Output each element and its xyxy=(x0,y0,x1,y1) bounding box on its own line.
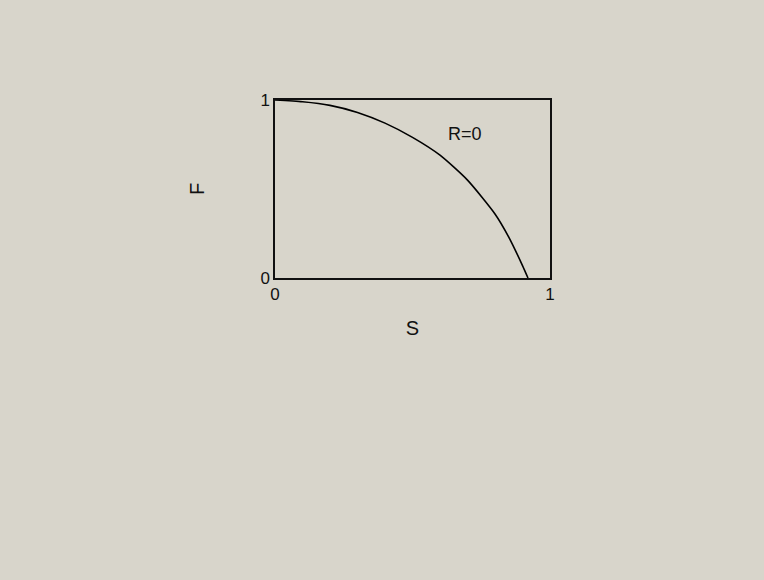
svg-text:1: 1 xyxy=(545,285,554,304)
svg-text:F: F xyxy=(186,183,208,195)
svg-text:0: 0 xyxy=(261,269,270,288)
svg-text:1: 1 xyxy=(261,91,270,110)
svg-text:R=0: R=0 xyxy=(448,124,482,144)
svg-text:S: S xyxy=(406,317,419,339)
svg-text:0: 0 xyxy=(270,285,279,304)
